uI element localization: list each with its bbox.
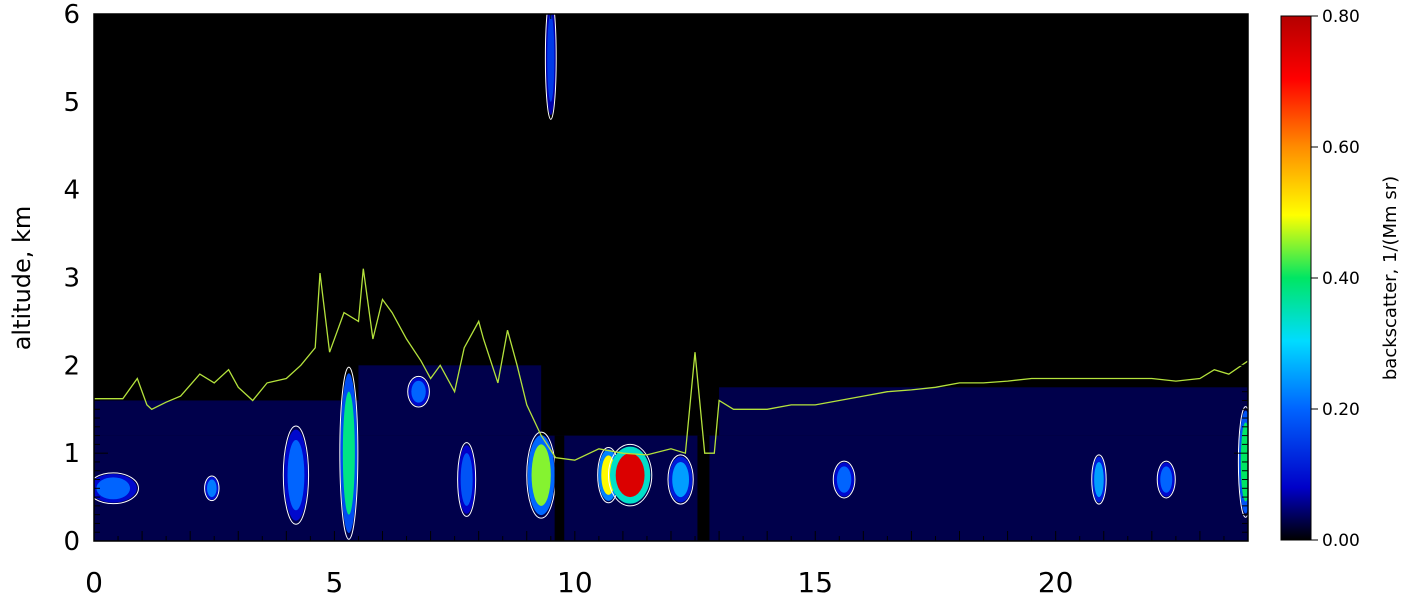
y-tick-label: 3 <box>63 264 80 294</box>
boundary-layer-height-line <box>94 268 1248 461</box>
plume-contour <box>339 366 359 540</box>
colorbar-tick-label: 0.20 <box>1322 400 1360 420</box>
aerosol-plume <box>342 391 355 515</box>
aerosol-plume <box>287 439 305 511</box>
axes: 0 5 10 15 20 0 1 2 3 4 5 6 <box>63 0 1249 599</box>
plume-contour <box>1091 454 1107 505</box>
y-tick-label: 2 <box>63 351 80 381</box>
colorbar-tick-label: 0.40 <box>1322 269 1360 289</box>
x-tick-label: 15 <box>797 566 833 598</box>
aerosol-plume <box>96 477 131 500</box>
x-tick-label: 5 <box>326 566 344 598</box>
plume-contour <box>94 472 139 505</box>
aerosol-plume <box>615 453 645 498</box>
plume-contour <box>457 442 477 517</box>
data-gap <box>554 435 565 541</box>
colorbar <box>1280 15 1312 541</box>
backscatter-layer <box>719 387 1248 436</box>
y-tick-label: 1 <box>63 439 80 469</box>
colorbar-tick-label: 0.80 <box>1322 7 1360 27</box>
aerosol-plume <box>460 453 473 506</box>
aerosol-plume <box>836 466 852 493</box>
plume-contour <box>544 14 557 120</box>
plume-contour <box>1156 460 1176 499</box>
colorbar-tick-label: 0.60 <box>1322 138 1360 158</box>
plume-contour <box>204 475 220 502</box>
plume-contour <box>667 454 694 505</box>
colorbar-ticks: 0.00 0.20 0.40 0.60 0.80 <box>1311 7 1360 551</box>
heatmap-layer <box>94 14 1248 541</box>
aerosol-plume <box>206 479 217 498</box>
plume-contour <box>1237 406 1248 518</box>
y-tick-label: 6 <box>63 0 80 30</box>
y-tick-label: 4 <box>63 176 80 206</box>
backscatter-layer <box>358 365 542 436</box>
x-tick-label: 10 <box>557 566 593 598</box>
plume-contour <box>832 460 856 499</box>
aerosol-plume <box>411 380 426 403</box>
plume-contour <box>407 375 430 408</box>
data-gap <box>697 435 710 541</box>
plume-contour <box>282 425 310 525</box>
aerosol-plume <box>1160 466 1173 493</box>
plume-contour <box>607 443 653 507</box>
boundary-layer-line-group <box>94 268 1248 461</box>
y-tick-label: 5 <box>63 88 80 118</box>
x-tick-label: 20 <box>1038 566 1074 598</box>
y-axis-label: altitude, km <box>8 206 36 351</box>
aerosol-plume <box>531 444 551 506</box>
colorbar-label: backscatter, 1/(Mm sr) <box>1380 176 1401 380</box>
aerosol-plume <box>1094 461 1104 498</box>
colorbar-tick-label: 0.00 <box>1322 531 1360 551</box>
aerosol-plume <box>672 461 690 498</box>
backscatter-layer <box>94 400 359 436</box>
y-tick-label: 0 <box>63 527 80 557</box>
aerosol-plume <box>547 14 555 102</box>
x-tick-label: 0 <box>85 566 103 598</box>
